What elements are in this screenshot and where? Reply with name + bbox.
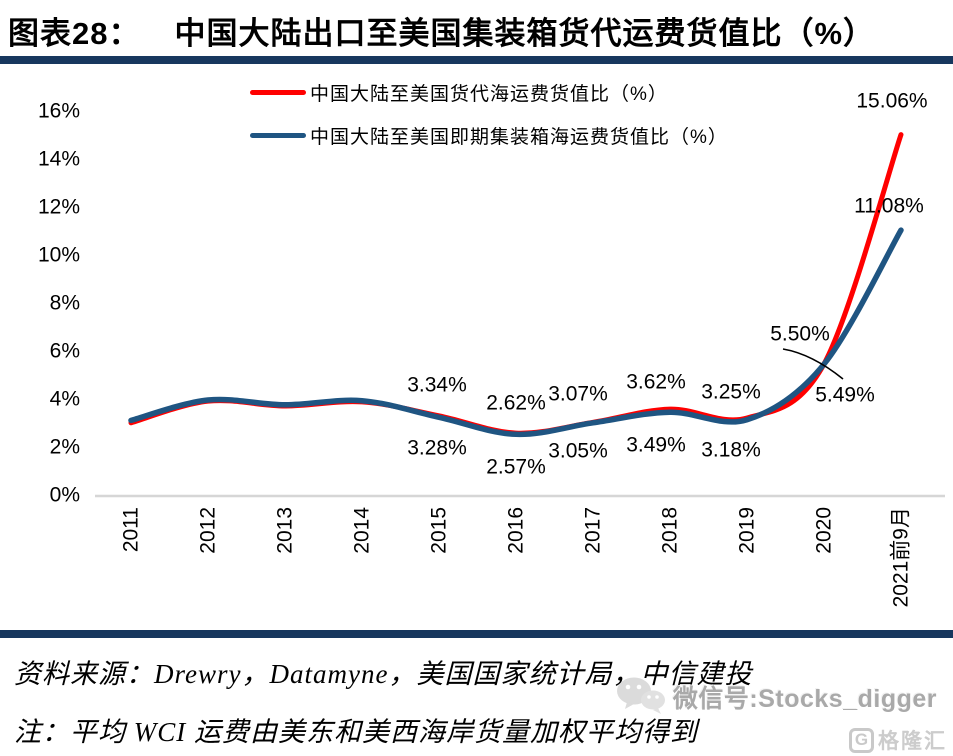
data-label: 5.49% [815, 384, 875, 407]
y-tick-label: 6% [50, 340, 80, 363]
line-chart: 0% 2% 4% 6% 8% 10% 12% 14% 16% 2011 2012 2013 2014 20… [38, 90, 945, 607]
x-tick-label: 2014 [351, 507, 374, 554]
wechat-id-text: 微信号:Stocks_digger [672, 685, 937, 713]
y-tick-label: 2% [50, 436, 80, 459]
legend-swatch-red-line [250, 90, 306, 95]
data-label: 3.07% [548, 383, 608, 406]
wechat-icon [616, 677, 665, 714]
legend-item-forwarder-ratio: 中国大陆至美国货代海运费货值比（%） [250, 79, 728, 106]
x-tick-label: 2017 [582, 507, 605, 554]
x-tick-label: 2015 [428, 507, 451, 554]
data-label: 11.08% [854, 195, 924, 218]
data-label: 2.62% [486, 392, 546, 415]
data-label: 3.34% [407, 374, 467, 397]
annotation-leader-line [782, 348, 844, 380]
figure-title: 中国大陆出口至美国集装箱货代运费货值比（%） [174, 15, 876, 51]
x-tick-label: 2011 [120, 507, 143, 552]
y-tick-label: 8% [50, 292, 80, 315]
y-tick-label: 0% [50, 484, 80, 507]
legend-label: 中国大陆至美国货代海运费货值比（%） [310, 84, 668, 105]
header-divider-bar [0, 56, 953, 64]
data-label: 3.05% [548, 440, 608, 463]
figure-number-label: 图表28： [8, 15, 141, 51]
footer-divider-bar [0, 630, 953, 638]
x-tick-label: 2020 [813, 507, 836, 554]
gelonghui-g-icon: G [849, 727, 874, 753]
x-tick-label: 2019 [736, 507, 759, 554]
wechat-watermark: 微信号:Stocks_digger [615, 676, 937, 718]
y-tick-label: 10% [38, 244, 80, 267]
data-label: 3.62% [626, 371, 686, 394]
data-label: 3.49% [626, 434, 686, 457]
figure-footer: 资料来源：Drewry，Datamyne，美国国家统计局，中信建投 注：平均 W… [0, 638, 953, 756]
gelonghui-brand-text: 格隆汇 [878, 730, 947, 753]
data-label: 3.28% [407, 437, 467, 460]
figure-header: 图表28： 中国大陆出口至美国集装箱货代运费货值比（%） [0, 0, 953, 56]
legend-item-spot-container-ratio: 中国大陆至美国即期集装箱海运费货值比（%） [250, 122, 728, 149]
data-label: 3.18% [701, 439, 761, 462]
series-line-forwarder [128, 132, 904, 436]
y-tick-label: 14% [38, 148, 80, 171]
data-label: 2.57% [486, 456, 546, 479]
legend-swatch-blue-line [250, 133, 306, 138]
series-line-spot-container [128, 227, 904, 438]
gelonghui-logo: G 格隆汇 [849, 725, 947, 755]
legend-label: 中国大陆至美国即期集装箱海运费货值比（%） [310, 127, 728, 148]
y-tick-label: 16% [38, 100, 80, 123]
chart-legend: 中国大陆至美国货代海运费货值比（%） 中国大陆至美国即期集装箱海运费货值比（%） [250, 79, 728, 149]
y-tick-label: 4% [50, 388, 80, 411]
data-label: 5.50% [770, 323, 830, 346]
data-label: 3.25% [701, 381, 761, 404]
x-tick-label: 2021前9月 [890, 507, 913, 607]
x-tick-label: 2012 [197, 507, 220, 554]
x-tick-label: 2013 [274, 507, 297, 554]
y-tick-label: 12% [38, 196, 80, 219]
method-note: 注：平均 WCI 运费由美东和美西海岸货量加权平均得到 [14, 717, 698, 747]
chart-section: 0% 2% 4% 6% 8% 10% 12% 14% 16% 2011 2012 2013 2014 20… [0, 64, 953, 630]
x-tick-label: 2018 [659, 507, 682, 554]
x-tick-label: 2016 [505, 507, 528, 554]
data-label: 15.06% [856, 90, 927, 113]
